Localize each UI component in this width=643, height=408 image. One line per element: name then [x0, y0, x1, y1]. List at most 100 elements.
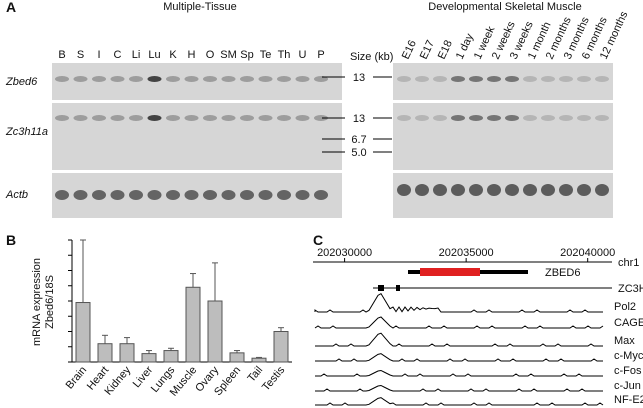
signal-track [315, 369, 603, 377]
band [397, 115, 411, 121]
band [92, 115, 106, 121]
band [221, 190, 236, 200]
band [184, 76, 199, 82]
band [110, 190, 125, 200]
panel-letter: C [313, 232, 323, 248]
band [595, 115, 609, 121]
coord-label: 202035000 [439, 247, 494, 259]
band [147, 115, 162, 121]
y-label: Zbed6/18S [44, 275, 56, 329]
band [277, 115, 291, 121]
bar [251, 357, 267, 363]
band [147, 190, 162, 200]
band [595, 184, 609, 196]
band [559, 115, 573, 121]
lane-label: Th [278, 49, 291, 61]
bar [119, 343, 135, 363]
band [73, 115, 88, 121]
track-label: c-Jun [614, 380, 641, 392]
gene-label: Zc3h11a [5, 126, 48, 138]
band [55, 76, 69, 82]
band [469, 115, 483, 121]
lane-label: Te [260, 49, 272, 61]
x-tick-label: Brain [64, 364, 90, 391]
size-label: Size (kb) [350, 51, 393, 63]
lane-label: SM [220, 49, 237, 61]
gene-label: Actb [5, 189, 28, 201]
signal-track [315, 332, 603, 347]
band [203, 76, 217, 82]
band [129, 190, 143, 200]
track-label: c-Myc [614, 350, 643, 362]
band [147, 76, 162, 82]
band [559, 184, 573, 196]
blots [52, 63, 613, 218]
lane-label: U [299, 49, 307, 61]
bar [141, 353, 157, 363]
band [415, 76, 429, 82]
track-label: Pol2 [614, 301, 636, 313]
size-bg [345, 70, 373, 84]
gene-cds [420, 268, 480, 276]
size-bg [345, 145, 373, 159]
band [92, 190, 106, 200]
blot [393, 103, 613, 170]
band [505, 184, 519, 196]
lane-label: B [58, 49, 65, 61]
band [166, 190, 180, 200]
band [221, 115, 236, 121]
bar [229, 352, 245, 363]
signal-track [315, 397, 604, 406]
band [295, 190, 310, 200]
band [129, 76, 143, 82]
lane-label: I [97, 49, 100, 61]
band [73, 190, 88, 200]
size-bg [345, 132, 373, 146]
lane-label: Sp [240, 49, 253, 61]
band [295, 76, 310, 82]
band [505, 115, 519, 121]
band [433, 76, 447, 82]
size-value: 5.0 [351, 147, 366, 159]
band [277, 190, 291, 200]
band [595, 76, 609, 82]
band [295, 115, 310, 121]
band [240, 115, 254, 121]
band [451, 76, 465, 82]
bar [97, 343, 113, 363]
band [541, 184, 555, 196]
signal-track [315, 384, 603, 392]
panel-title: Developmental Skeletal Muscle [428, 1, 581, 13]
lane-label: C [114, 49, 122, 61]
band [577, 184, 591, 196]
signal-track [314, 316, 604, 329]
band [541, 115, 555, 121]
track-label: Max [614, 335, 635, 347]
band [184, 115, 199, 121]
band [166, 76, 180, 82]
size-bg [345, 111, 373, 125]
band [487, 115, 501, 121]
band [577, 115, 591, 121]
band [397, 76, 411, 82]
band [110, 76, 125, 82]
coord-label: 202040000 [560, 247, 615, 259]
lane-label: K [169, 49, 177, 61]
band [55, 115, 69, 121]
band [505, 76, 519, 82]
bar [75, 302, 91, 363]
band [433, 115, 447, 121]
band [415, 115, 429, 121]
lane-label: S [77, 49, 84, 61]
band [541, 76, 555, 82]
band [523, 76, 537, 82]
gene-label: Zbed6 [5, 76, 38, 88]
band [203, 190, 217, 200]
lane-label: H [188, 49, 196, 61]
band [258, 190, 273, 200]
x-tick-label: Testis [260, 364, 288, 394]
coord-label: 202030000 [317, 247, 372, 259]
band [469, 184, 483, 196]
band [203, 115, 217, 121]
signal-track [314, 292, 603, 313]
